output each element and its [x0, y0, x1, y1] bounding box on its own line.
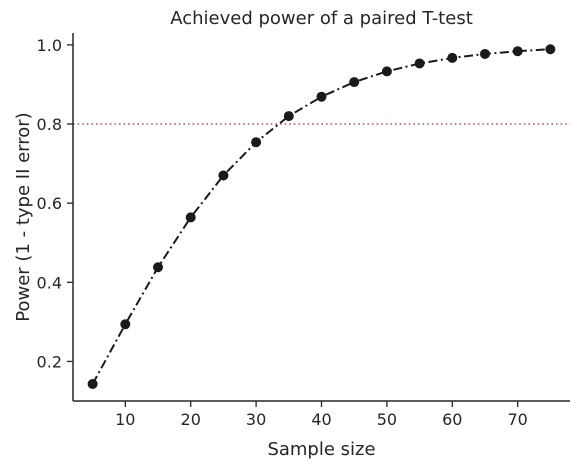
y-tick-label: 0.8 [37, 115, 62, 134]
y-tick-label: 0.2 [37, 352, 62, 371]
data-point [447, 52, 458, 63]
x-tick-label: 50 [377, 410, 397, 429]
data-point [283, 111, 294, 122]
data-point [479, 48, 490, 59]
x-tick-label: 20 [181, 410, 201, 429]
y-axis-ticks: 0.2 0.4 0.6 0.8 1.0 [37, 36, 73, 371]
x-axis-ticks: 10 20 30 40 50 60 70 [115, 401, 528, 429]
y-tick-label: 0.6 [37, 194, 62, 213]
data-point [316, 91, 327, 102]
y-axis-label: Power (1 - type II error) [13, 112, 34, 321]
data-point [120, 319, 131, 330]
y-tick-label: 0.4 [37, 273, 62, 292]
x-tick-label: 10 [115, 410, 135, 429]
data-point [87, 378, 98, 389]
plot-area [73, 44, 570, 389]
x-tick-label: 60 [442, 410, 462, 429]
data-point [218, 170, 229, 181]
data-point [349, 77, 360, 88]
data-point [545, 44, 556, 55]
x-tick-label: 70 [508, 410, 528, 429]
data-point [251, 137, 262, 148]
data-point [185, 212, 196, 223]
y-tick-label: 1.0 [37, 36, 62, 55]
data-point [512, 46, 523, 57]
x-tick-label: 30 [246, 410, 266, 429]
data-point [381, 66, 392, 77]
x-tick-label: 40 [311, 410, 331, 429]
chart-title: Achieved power of a paired T-test [170, 8, 473, 29]
x-axis-label: Sample size [267, 439, 375, 460]
data-point [414, 58, 425, 69]
data-point [153, 262, 164, 273]
